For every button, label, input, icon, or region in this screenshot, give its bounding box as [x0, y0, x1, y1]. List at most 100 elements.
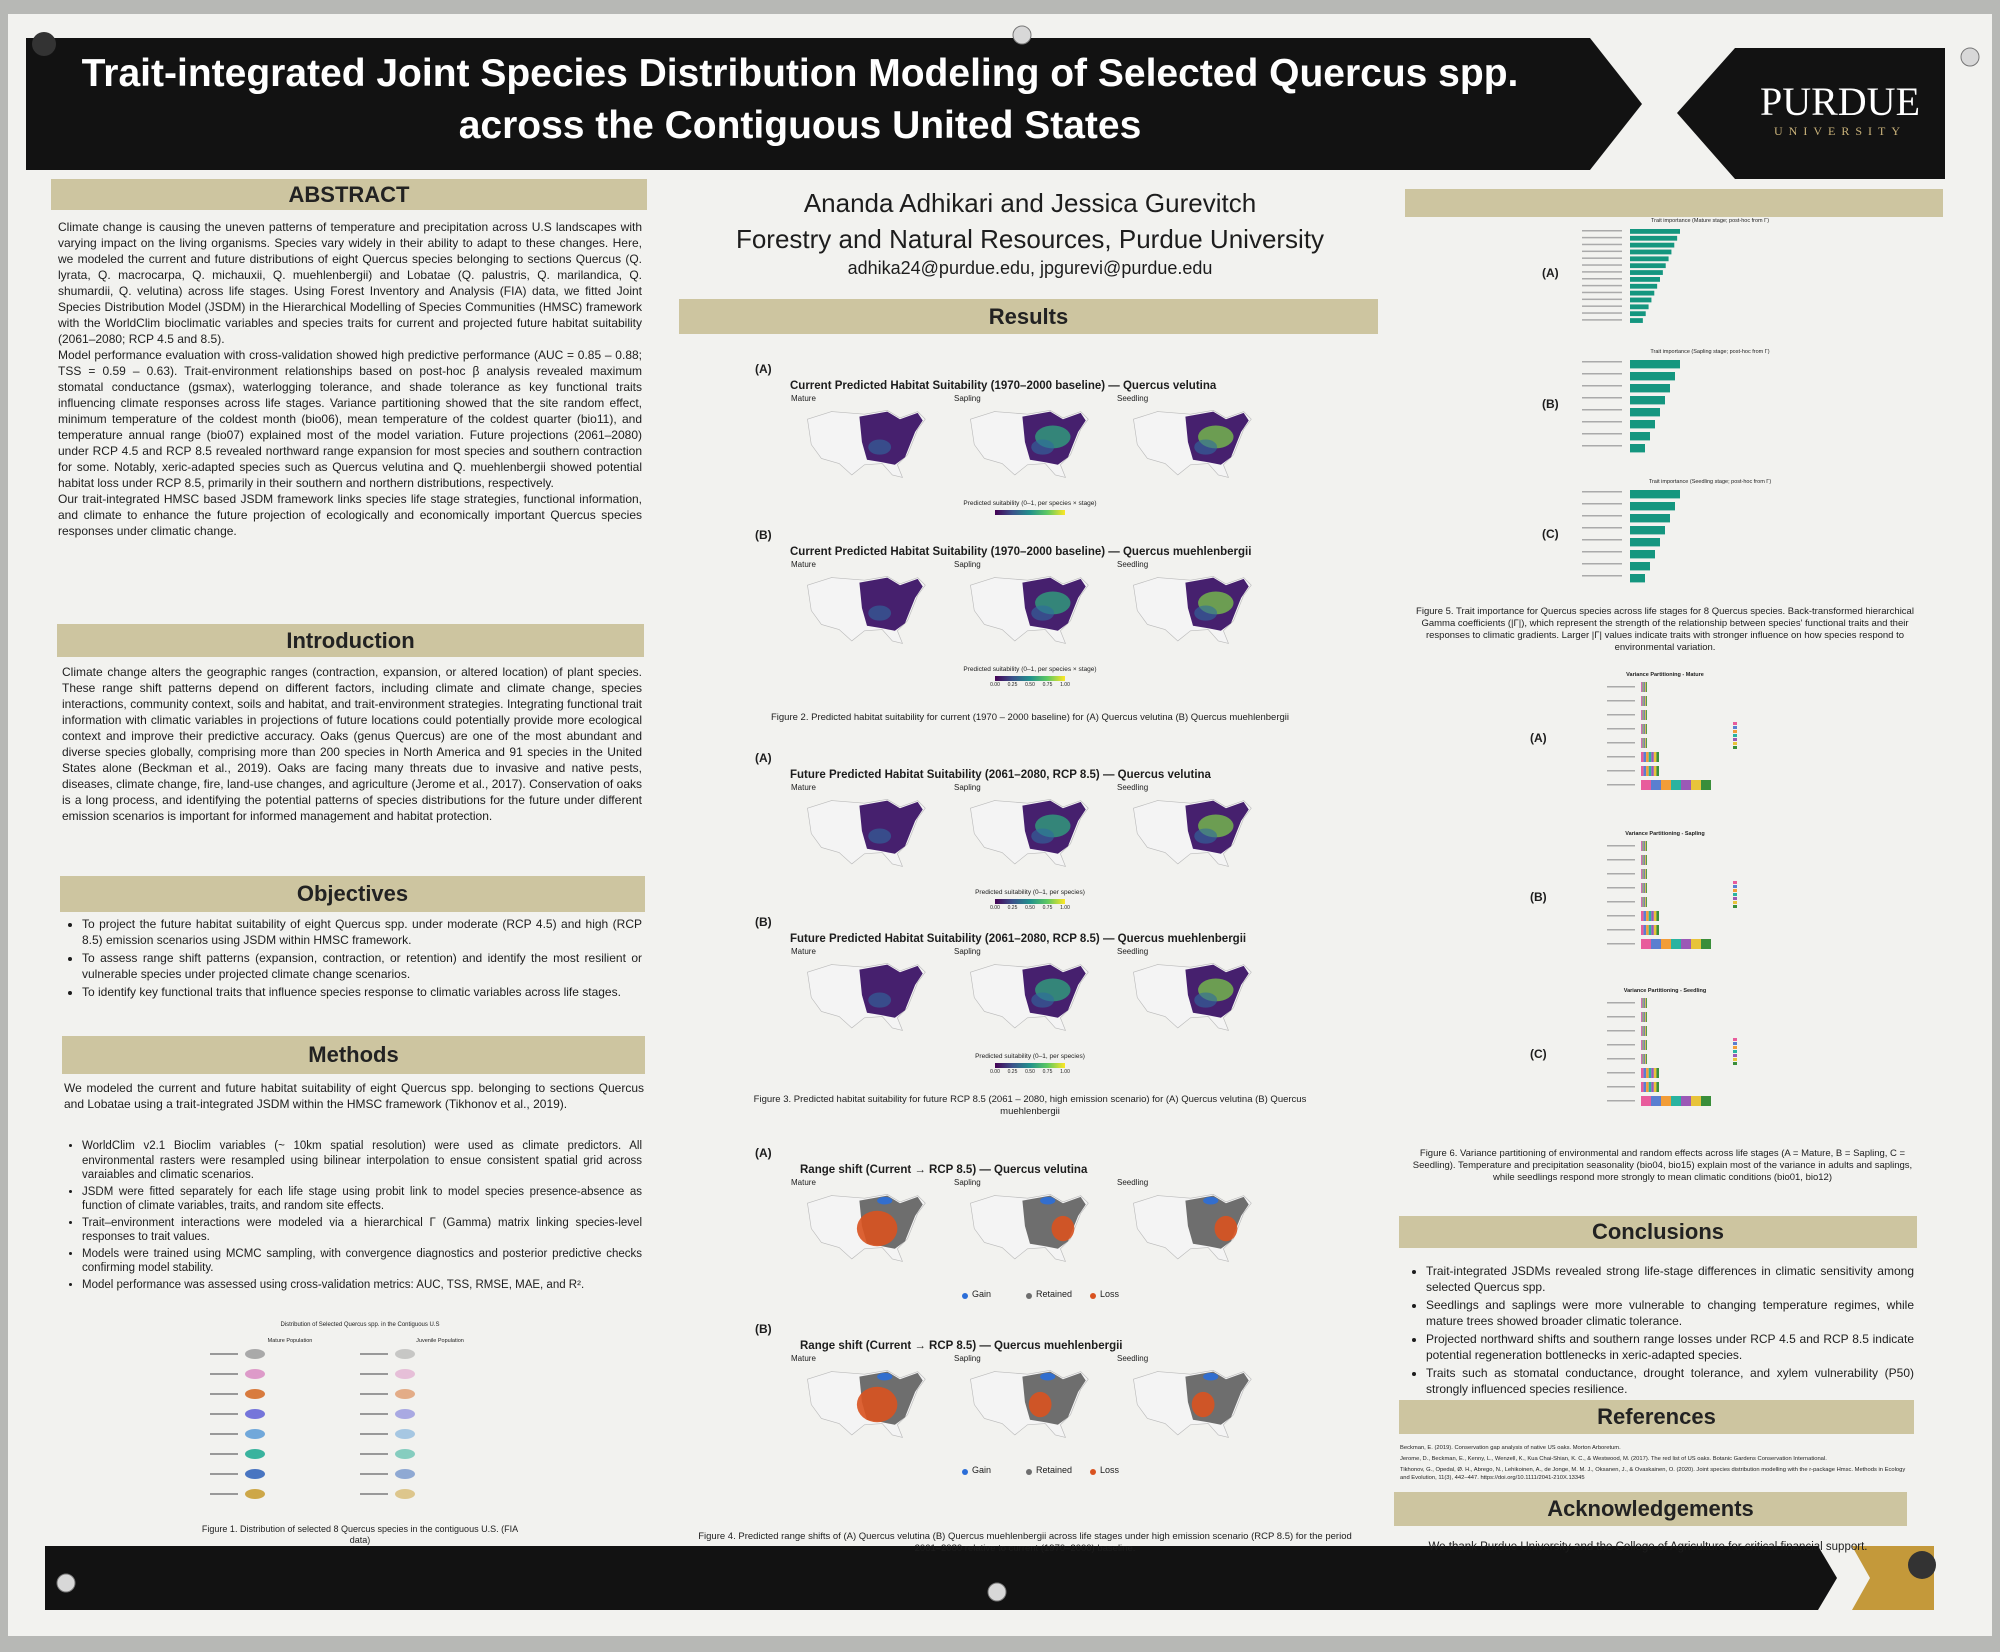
- suitability-mid: [1194, 439, 1218, 455]
- decor-segment: [1701, 939, 1711, 949]
- decor-segment: [1648, 766, 1652, 776]
- decor-segment: [1643, 925, 1647, 935]
- decor-segment: [1661, 780, 1671, 790]
- panel-label: (A): [755, 1146, 772, 1160]
- stage-label: Mature: [791, 394, 816, 403]
- label-placeholder: [1582, 230, 1622, 232]
- decor-segment: [1653, 766, 1657, 776]
- list-item: To project the future habitat suitabilit…: [82, 916, 642, 948]
- legend-swatch: [1026, 1469, 1032, 1475]
- decor-segment: [1644, 1040, 1646, 1050]
- legend-label: Gain: [972, 1465, 992, 1475]
- pushpin: [1908, 1551, 1936, 1579]
- decor-segment: [1653, 911, 1657, 921]
- map: [1133, 1194, 1252, 1262]
- panel-label: (A): [1542, 266, 1559, 280]
- decor-segment: [1646, 1082, 1649, 1092]
- suitability-mid: [1031, 828, 1055, 844]
- colorbar-title: Predicted suitability (0–1, per species …: [963, 500, 1097, 507]
- decor-segment: [1641, 998, 1642, 1008]
- decor-segment: [1645, 869, 1647, 879]
- decor-segment: [1651, 1082, 1654, 1092]
- legend-swatch: [1090, 1293, 1096, 1299]
- panel-label: (A): [755, 751, 772, 765]
- decor-segment: [1646, 1054, 1647, 1064]
- label-placeholder: [1607, 1044, 1635, 1046]
- decor-bar: [1630, 502, 1675, 511]
- decor-bar: [1630, 444, 1645, 453]
- label-placeholder: [1582, 250, 1622, 253]
- label-placeholder: [1582, 278, 1622, 280]
- decor-segment: [1646, 1068, 1649, 1078]
- label-placeholder: [1582, 551, 1622, 553]
- decor-segment: [1644, 1012, 1646, 1022]
- legend-swatch: [1733, 885, 1737, 888]
- decor-segment: [1645, 897, 1647, 907]
- label-placeholder: [1607, 700, 1635, 702]
- label-placeholder: [1582, 433, 1622, 435]
- decor-bar: [1630, 242, 1675, 248]
- suitability-mid: [868, 439, 892, 455]
- suitability-mid: [1194, 828, 1218, 844]
- decor-segment: [1645, 998, 1647, 1008]
- decor-segment: [1646, 1026, 1647, 1036]
- decor-bar: [1630, 235, 1678, 241]
- decor-segment: [1656, 925, 1659, 935]
- decor-segment: [1644, 855, 1646, 865]
- decor-bar: [1630, 384, 1670, 393]
- label-placeholder: [1607, 742, 1635, 744]
- decor-segment: [1641, 883, 1643, 893]
- decor-segment: [1641, 1012, 1642, 1022]
- suitability-mid: [1031, 992, 1055, 1008]
- reference-list: Beckman, E. (2019). Conservation gap ana…: [1400, 1444, 1915, 1485]
- label-placeholder: [1607, 1086, 1635, 1088]
- map: [1133, 410, 1252, 478]
- thumb-map: [245, 1489, 265, 1499]
- decor-bar: [1630, 408, 1660, 417]
- list-item: Models were trained using MCMC sampling,…: [82, 1247, 642, 1276]
- decor-segment: [1641, 696, 1643, 706]
- decor-segment: [1651, 780, 1661, 790]
- decor-segment: [1643, 883, 1645, 893]
- label-placeholder: [1582, 319, 1622, 321]
- decor-segment: [1691, 939, 1701, 949]
- label-placeholder: [1582, 271, 1622, 273]
- title-banner: [26, 38, 1642, 170]
- decor-bar: [1630, 304, 1649, 310]
- decor-segment: [1644, 869, 1646, 879]
- introduction-text: Climate change alters the geographic ran…: [62, 665, 642, 823]
- decor-segment: [1645, 682, 1647, 692]
- decor-segment: [1645, 724, 1647, 734]
- colorbar-tick-label: 0.25: [1007, 905, 1018, 911]
- affiliation: Forestry and Natural Resources, Purdue U…: [735, 224, 1325, 254]
- figure-1-thumbnails: [210, 1349, 415, 1499]
- abstract-paragraph: Climate change is causing the uneven pat…: [58, 220, 642, 346]
- decor-segment: [1643, 710, 1645, 720]
- legend-swatch: [1733, 1042, 1737, 1045]
- decor-bar: [1630, 229, 1680, 234]
- colorbar-tick-label: 0.50: [1025, 682, 1035, 688]
- decor-segment: [1642, 841, 1644, 851]
- thumb-map: [395, 1389, 415, 1399]
- decor-segment: [1641, 855, 1642, 865]
- label-placeholder: [1607, 1030, 1635, 1032]
- map: [970, 1194, 1089, 1262]
- label-placeholder: [1582, 298, 1622, 301]
- legend-swatch: [1733, 1046, 1737, 1049]
- map: [807, 1194, 926, 1262]
- decor-segment: [1645, 1026, 1647, 1036]
- decor-bar: [1630, 249, 1672, 255]
- decor-bar: [1630, 550, 1655, 559]
- label-placeholder: [1607, 887, 1635, 889]
- decor-segment: [1651, 1096, 1661, 1106]
- decor-segment: [1645, 1012, 1647, 1022]
- label-placeholder: [1607, 845, 1635, 847]
- loss-area: [856, 1386, 898, 1423]
- decor-segment: [1643, 682, 1645, 692]
- decor-segment: [1641, 710, 1642, 720]
- decor-segment: [1642, 1054, 1644, 1064]
- figure-caption: Figure 5. Trait importance for Quercus s…: [1416, 606, 1914, 653]
- decor-segment: [1641, 998, 1643, 1008]
- decor-segment: [1641, 869, 1642, 879]
